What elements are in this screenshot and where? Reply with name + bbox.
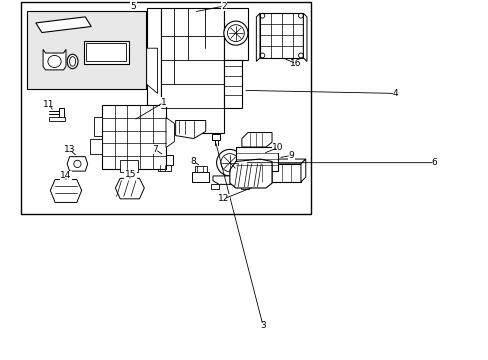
- Bar: [59, 108, 63, 121]
- Polygon shape: [43, 49, 66, 70]
- Polygon shape: [146, 8, 161, 132]
- Ellipse shape: [69, 57, 76, 66]
- Polygon shape: [303, 13, 306, 62]
- Ellipse shape: [67, 54, 78, 69]
- Text: 3: 3: [260, 321, 265, 330]
- Polygon shape: [50, 180, 81, 202]
- Bar: [155, 156, 173, 165]
- Polygon shape: [94, 117, 102, 136]
- Circle shape: [227, 25, 244, 41]
- Bar: [240, 184, 248, 189]
- Circle shape: [216, 149, 243, 176]
- Polygon shape: [229, 159, 271, 188]
- Bar: [192, 172, 209, 182]
- Text: 8: 8: [190, 157, 196, 166]
- Text: 15: 15: [124, 170, 136, 179]
- Bar: [86, 44, 126, 62]
- Polygon shape: [90, 139, 102, 154]
- Bar: [195, 166, 206, 172]
- Bar: [120, 160, 138, 172]
- Circle shape: [221, 154, 239, 172]
- Text: 5: 5: [130, 1, 136, 10]
- Text: 14: 14: [60, 171, 72, 180]
- Text: 16: 16: [290, 59, 301, 68]
- Text: 7: 7: [152, 145, 158, 154]
- Polygon shape: [146, 48, 157, 93]
- Polygon shape: [256, 13, 260, 62]
- Bar: [102, 105, 165, 169]
- Text: 4: 4: [392, 89, 398, 98]
- Text: 10: 10: [272, 143, 283, 152]
- Polygon shape: [165, 117, 174, 148]
- Polygon shape: [67, 157, 87, 171]
- Polygon shape: [242, 132, 271, 147]
- Circle shape: [224, 21, 247, 45]
- Bar: [260, 13, 303, 58]
- Polygon shape: [213, 176, 246, 184]
- Polygon shape: [252, 159, 305, 164]
- Bar: [235, 147, 278, 171]
- Bar: [252, 164, 300, 182]
- Bar: [157, 165, 170, 171]
- Text: 6: 6: [431, 158, 437, 167]
- Polygon shape: [115, 178, 144, 199]
- Text: 11: 11: [43, 100, 55, 109]
- Polygon shape: [224, 60, 242, 108]
- Polygon shape: [36, 17, 91, 32]
- Polygon shape: [224, 8, 247, 60]
- Bar: [49, 117, 64, 121]
- Bar: [27, 11, 145, 89]
- Polygon shape: [161, 8, 224, 132]
- Ellipse shape: [48, 55, 61, 67]
- Bar: [210, 184, 219, 189]
- Polygon shape: [175, 121, 205, 139]
- Text: 2: 2: [221, 1, 226, 10]
- Text: 12: 12: [218, 194, 229, 203]
- Text: 13: 13: [64, 145, 75, 154]
- Text: 9: 9: [288, 151, 294, 160]
- Bar: [84, 41, 128, 64]
- Polygon shape: [300, 159, 305, 182]
- Text: 1: 1: [161, 98, 166, 107]
- Bar: [211, 134, 220, 140]
